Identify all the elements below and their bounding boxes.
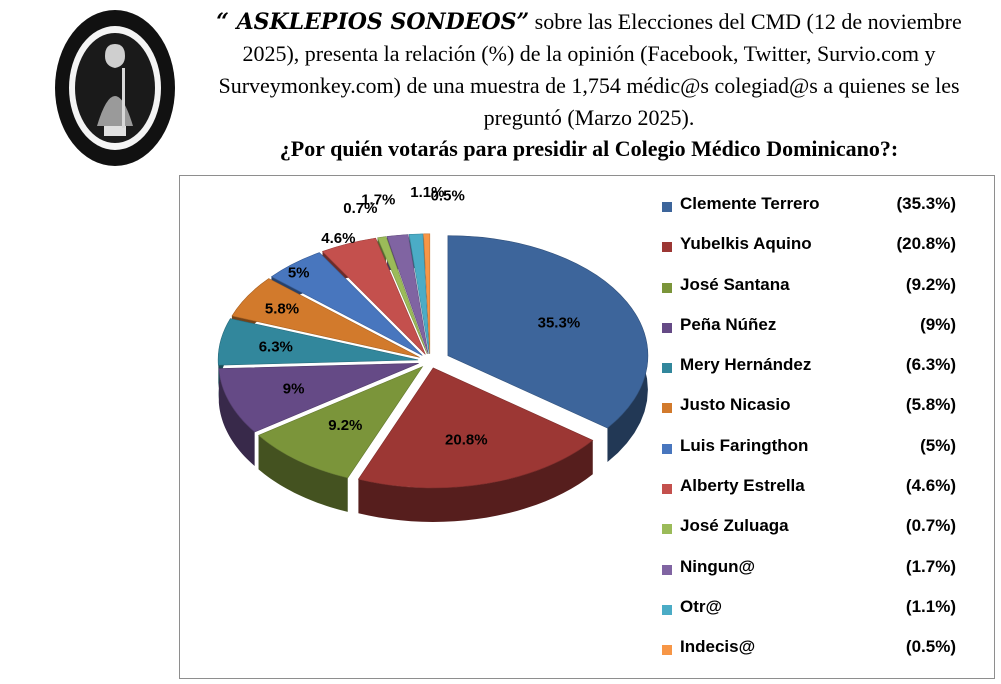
pie-slice-side-2 xyxy=(258,435,348,512)
legend-item: Otr@ (1.1%) xyxy=(662,597,982,637)
legend-value: (5%) xyxy=(920,435,956,455)
legend-swatch xyxy=(662,363,672,374)
pie-slice-4 xyxy=(217,318,419,366)
legend-item: Mery Hernández (6.3%) xyxy=(662,355,982,395)
chart-legend: Clemente Terrero (35.3%) Yubelkis Aquino (2… xyxy=(662,194,982,678)
pie-label-7: 4.6% xyxy=(321,230,355,247)
pie-label-11: 0.5% xyxy=(431,187,465,204)
legend-name: Ningun@ xyxy=(680,556,756,576)
legend-name: Alberty Estrella xyxy=(680,476,805,496)
legend-swatch xyxy=(662,443,672,454)
survey-question: ¿Por quién votarás para presidir al Cole… xyxy=(279,136,899,161)
brand-name: “ ASKLEPIOS SONDEOS” xyxy=(216,9,530,35)
pie-chart-area: 35.3% 20.8% 9.2% 9% 6.3% 5.8% 5% 4.6% 0.7% 1.7% 1.… xyxy=(179,175,995,679)
legend-swatch xyxy=(662,403,672,414)
legend-item: Indecis@ (0.5%) xyxy=(662,637,982,677)
pie-label-6: 5% xyxy=(288,265,310,282)
pie-label-10: 1.1% xyxy=(410,184,444,201)
legend-value: (20.8%) xyxy=(896,234,956,254)
legend-swatch xyxy=(662,484,672,495)
legend-item: Alberty Estrella (4.6%) xyxy=(662,476,982,516)
legend-swatch xyxy=(662,604,672,615)
legend-item: Ningun@ (1.7%) xyxy=(662,557,982,597)
legend-swatch xyxy=(662,282,672,293)
legend-value: (6.3%) xyxy=(905,355,956,375)
legend-value: (0.7%) xyxy=(905,516,956,536)
pie-slice-6 xyxy=(270,252,423,356)
pie-slice-1 xyxy=(357,367,594,489)
legend-item: José Santana (9.2%) xyxy=(662,275,982,315)
pie-slice-3 xyxy=(218,363,419,433)
legend-name: Luis Faringthon xyxy=(680,435,809,455)
pie-slice-0 xyxy=(447,235,649,429)
legend-value: (35.3%) xyxy=(896,194,956,213)
header-line-3: Surveymonkey.com) de una muestra de 1,75… xyxy=(218,73,960,98)
seal-icon xyxy=(55,10,175,166)
header-line-1: sobre las Elecciones del CMD (12 de novi… xyxy=(529,9,962,34)
pie-slice-11 xyxy=(423,233,431,354)
header-line-2: 2025), presenta la relación (%) de la op… xyxy=(242,41,936,66)
pie-label-0: 35.3% xyxy=(538,315,581,332)
legend-name: Justo Nicasio xyxy=(680,395,791,415)
pie-slice-2 xyxy=(257,365,424,479)
legend-value: (9%) xyxy=(920,314,956,334)
legend-item: Justo Nicasio (5.8%) xyxy=(662,395,982,435)
legend-value: (5.8%) xyxy=(905,395,956,415)
legend-value: (9.2%) xyxy=(905,274,956,294)
legend-name: José Zuluaga xyxy=(680,516,789,536)
pie-slice-8 xyxy=(377,236,428,355)
pie-slice-10 xyxy=(408,233,430,354)
header-line-4: preguntó (Marzo 2025). xyxy=(483,105,695,130)
legend-item: Yubelkis Aquino (20.8%) xyxy=(662,234,982,274)
pie-slice-side-1 xyxy=(358,440,593,522)
pie-label-2: 9.2% xyxy=(328,417,362,434)
legend-value: (0.5%) xyxy=(905,637,956,657)
legend-name: Indecis@ xyxy=(680,637,756,657)
pie-label-5: 5.8% xyxy=(265,301,299,318)
legend-name: Clemente Terrero xyxy=(680,194,820,213)
legend-swatch xyxy=(662,202,672,212)
legend-swatch xyxy=(662,242,672,253)
legend-swatch xyxy=(662,322,672,333)
legend-swatch xyxy=(662,524,672,535)
pie-label-1: 20.8% xyxy=(445,432,488,449)
pie-chart: 35.3% 20.8% 9.2% 9% 6.3% 5.8% 5% 4.6% 0.7%1.7% 1.… xyxy=(217,184,649,522)
legend-name: Peña Núñez xyxy=(680,314,777,334)
pie-slice-side-3 xyxy=(218,368,255,466)
pie-label-8: 0.7% xyxy=(343,200,377,217)
pie-label-4: 6.3% xyxy=(259,339,293,356)
legend-name: Mery Hernández xyxy=(680,355,812,375)
legend-name: Yubelkis Aquino xyxy=(680,234,812,254)
legend-item: José Zuluaga (0.7%) xyxy=(662,516,982,556)
header-text: “ ASKLEPIOS SONDEOS” sobre las Eleccione… xyxy=(180,6,998,134)
legend-item: Clemente Terrero (35.3%) xyxy=(662,194,982,234)
pie-slice-9 xyxy=(386,234,429,354)
pie-slice-7 xyxy=(321,237,426,355)
pie-label-9: 1.7% xyxy=(361,192,395,209)
legend-swatch xyxy=(662,645,672,656)
legend-name: Otr@ xyxy=(680,596,723,616)
legend-item: Peña Núñez (9%) xyxy=(662,315,982,355)
legend-value: (1.1%) xyxy=(905,596,956,616)
legend-value: (4.6%) xyxy=(905,476,956,496)
legend-item: Luis Faringthon (5%) xyxy=(662,436,982,476)
pie-label-3: 9% xyxy=(283,381,305,398)
pie-slice-5 xyxy=(231,278,420,358)
legend-value: (1.7%) xyxy=(905,556,956,576)
legend-name: José Santana xyxy=(680,274,790,294)
legend-swatch xyxy=(662,564,672,575)
